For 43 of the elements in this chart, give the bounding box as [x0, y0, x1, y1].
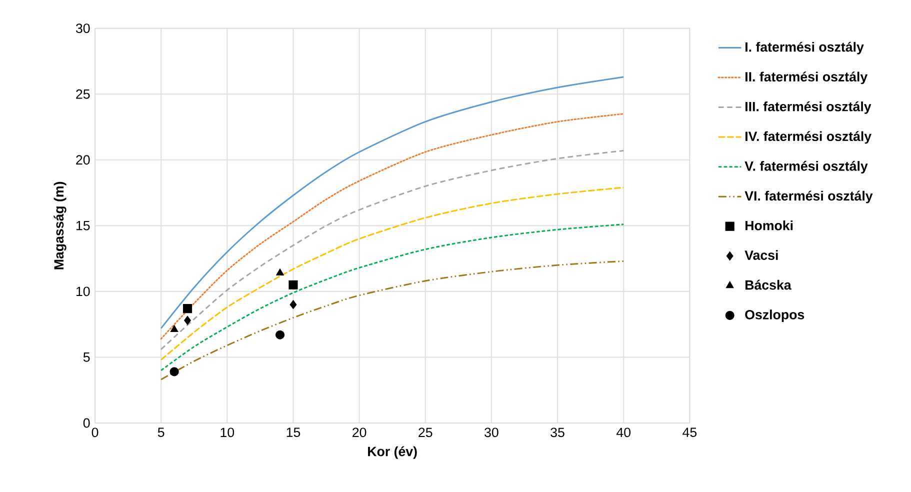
x-tick-label: 10 [220, 428, 234, 438]
x-axis-title: Kor (év) [368, 446, 417, 459]
x-tick-label: 20 [352, 428, 366, 438]
y-tick-label: 0 [83, 418, 90, 428]
line-series [160, 113, 624, 340]
point [170, 325, 178, 332]
x-tick-label: 30 [484, 428, 498, 438]
legend-label: Vacsi [744, 250, 778, 260]
x-tick-label: 45 [682, 428, 697, 437]
line-series [160, 224, 624, 372]
legend-label: III. fatermési osztály [746, 101, 872, 114]
legend-label: IV. fatermési osztály [746, 131, 872, 144]
point [276, 268, 284, 276]
point [184, 316, 191, 325]
y-tick-label: 20 [76, 155, 90, 165]
y-tick-label: 15 [76, 221, 90, 230]
legend-label: Homoki [746, 220, 793, 230]
legend-label: I. fatermési osztály [746, 42, 864, 54]
point [290, 300, 297, 310]
legend-label: VI. fatermési osztály [744, 190, 873, 204]
y-tick-label: 25 [76, 89, 90, 99]
line-series [160, 76, 624, 330]
line-series [160, 260, 624, 380]
y-axis-title: Magasság (m) [54, 182, 66, 270]
x-tick-label: 40 [616, 428, 630, 438]
y-tick-label: 5 [83, 352, 90, 362]
y-tick-label: 10 [76, 286, 90, 296]
point [170, 367, 179, 376]
x-tick-label: 25 [418, 428, 432, 438]
x-tick-label: 5 [158, 428, 164, 437]
point [275, 330, 285, 340]
line-series [160, 186, 624, 361]
x-tick-label: 0 [92, 428, 98, 438]
legend-label: Oszlopos [745, 310, 804, 322]
point [182, 304, 192, 314]
x-tick-label: 15 [286, 428, 300, 437]
legend-label: V. fatermési osztály [744, 160, 868, 174]
y-tick-label: 30 [76, 24, 90, 34]
point [288, 280, 298, 290]
x-tick-label: 35 [550, 428, 564, 438]
line-series [160, 150, 624, 350]
legend-label: II. fatermési osztály [746, 72, 868, 84]
legend-label: Bácska [746, 280, 792, 290]
